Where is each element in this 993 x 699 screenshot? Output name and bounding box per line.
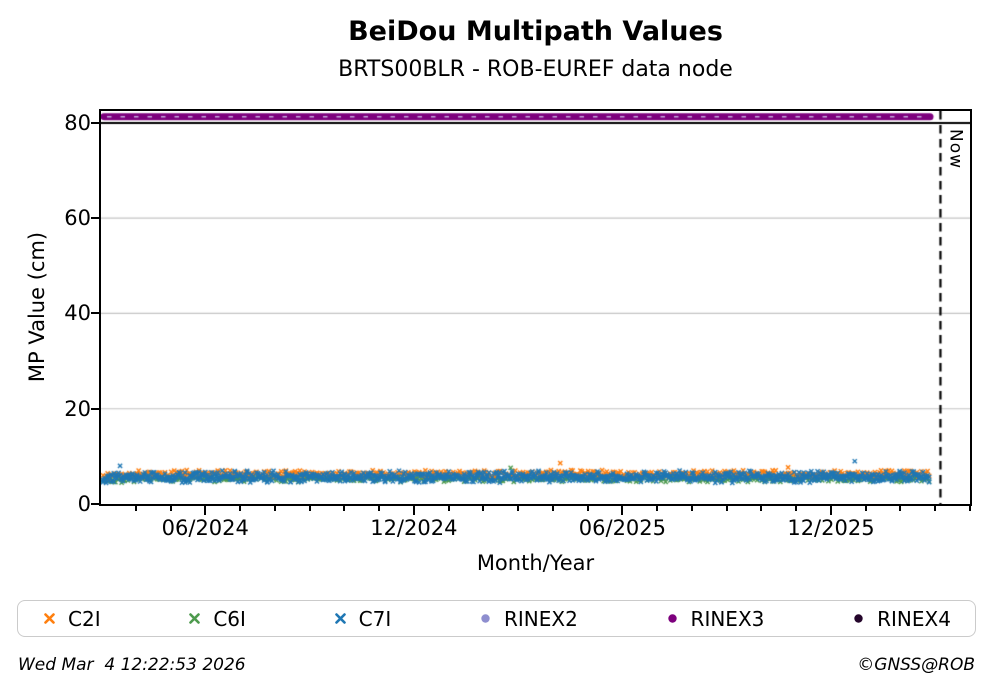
legend-label: RINEX3 (690, 606, 765, 631)
x-tick-minor (447, 506, 450, 511)
x-tick-label: 06/2025 (578, 516, 667, 540)
chart-title: BeiDou Multipath Values (348, 16, 723, 47)
y-tick-label: 0 (77, 492, 91, 516)
legend-item-rinex3: RINEX3 (665, 606, 765, 631)
x-tick-label: 12/2024 (370, 516, 458, 540)
x-tick (829, 506, 832, 515)
x-tick (412, 506, 415, 515)
y-tick (91, 217, 99, 220)
now-label: Now (945, 129, 966, 170)
y-tick (91, 407, 99, 410)
y-tick-label: 40 (64, 301, 91, 326)
circle-marker-icon (667, 614, 677, 623)
plot-canvas (101, 111, 970, 504)
x-tick-minor (760, 506, 763, 511)
x-tick-minor (899, 506, 902, 511)
x-tick-label: 06/2024 (161, 516, 249, 540)
x-tick (204, 506, 207, 515)
legend-item-c6i: C6I (187, 607, 246, 631)
x-tick (621, 506, 624, 515)
x-tick-minor (551, 506, 554, 511)
legend: C2I C6I C7I RINEX2 RINEX3 RINEX4 (17, 600, 976, 637)
x-tick-minor (656, 506, 659, 511)
y-tick (91, 312, 99, 315)
legend-item-rinex2: RINEX2 (478, 607, 578, 631)
copyright: ©GNSS@ROB (857, 655, 975, 675)
x-tick-minor (273, 506, 276, 511)
circle-marker-icon (481, 614, 490, 623)
legend-item-c7i: C7I (333, 606, 392, 631)
x-tick-minor (934, 506, 937, 511)
x-tick-minor (343, 506, 346, 511)
x-tick-minor (378, 506, 381, 511)
x-marker-icon (189, 613, 201, 624)
legend-label: RINEX4 (877, 606, 951, 631)
x-tick-minor (969, 506, 971, 511)
y-tick (91, 503, 99, 505)
legend-item-c2i: C2I (42, 607, 101, 631)
x-tick-minor (690, 506, 693, 511)
x-tick-minor (482, 506, 485, 511)
y-tick (91, 121, 99, 124)
y-tick-label: 80 (64, 110, 91, 135)
legend-label: RINEX2 (503, 606, 578, 631)
x-axis-label: Month/Year (476, 551, 595, 575)
x-tick-minor (308, 506, 311, 511)
circle-marker-icon (854, 614, 863, 623)
x-tick-minor (239, 506, 242, 511)
x-tick-minor (134, 506, 137, 511)
x-tick-minor (517, 506, 520, 511)
y-tick-label: 20 (64, 396, 91, 421)
x-marker-icon (44, 613, 55, 624)
legend-label: C7I (358, 606, 392, 631)
x-tick-minor (725, 506, 728, 511)
legend-label: C2I (68, 606, 101, 631)
x-tick-minor (795, 506, 798, 511)
legend-item-rinex4: RINEX4 (851, 607, 951, 631)
plot-area: Now (99, 109, 972, 506)
x-tick-minor (169, 506, 172, 511)
y-tick-label: 60 (64, 206, 91, 231)
timestamp: Wed Mar 4 12:22:53 2026 (18, 655, 246, 675)
chart-subtitle: BRTS00BLR - ROB-EUREF data node (338, 57, 733, 82)
x-tick-minor (864, 506, 867, 511)
x-tick-minor (586, 506, 589, 511)
legend-label: C6I (213, 606, 246, 631)
x-marker-icon (334, 613, 346, 624)
x-tick-label: 12/2025 (787, 516, 875, 540)
